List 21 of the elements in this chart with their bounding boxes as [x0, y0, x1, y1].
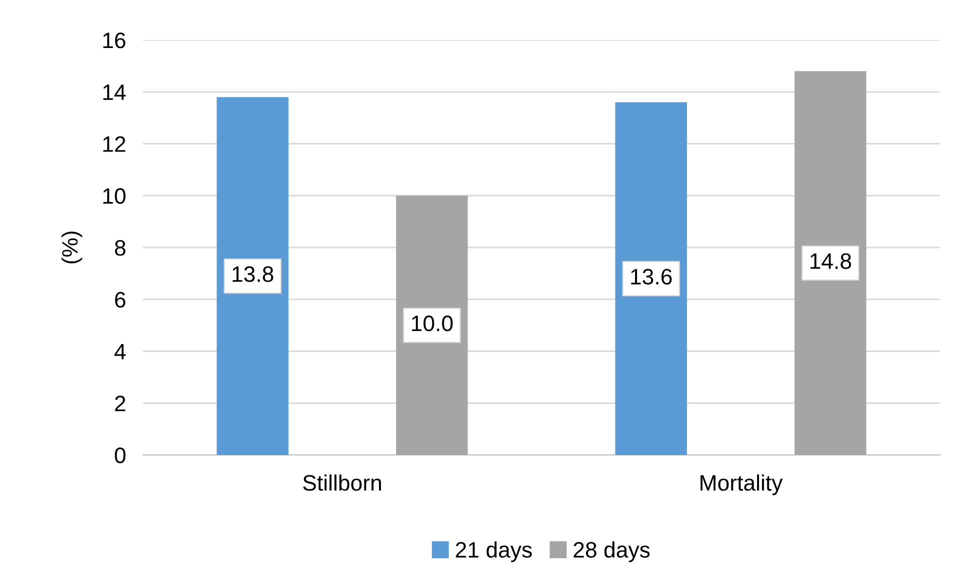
y-tick-label: 6	[115, 292, 126, 308]
x-tick-label: Stillborn	[303, 474, 381, 491]
data-label: 13.6	[631, 268, 672, 285]
y-axis-title: (%)	[61, 232, 82, 264]
y-tick-label: 14	[103, 84, 126, 100]
data-label: 14.8	[810, 253, 852, 270]
y-tick-label: 12	[103, 136, 126, 152]
legend-label: 21 days	[456, 541, 532, 562]
y-tick-label: 2	[115, 396, 126, 412]
y-tick-label: 10	[103, 188, 126, 204]
bar	[216, 97, 288, 455]
data-label: 10.0	[412, 316, 453, 332]
data-label: 13.8	[232, 266, 274, 282]
y-tick-label: 8	[114, 240, 126, 256]
x-tick-label: Mortality	[700, 474, 783, 496]
y-tick-label: 0	[114, 448, 126, 464]
bar	[615, 102, 687, 455]
y-tick-label: 16	[103, 32, 126, 48]
y-tick-label: 4	[114, 344, 126, 360]
legend-label: 28 days	[574, 541, 650, 562]
bar	[794, 71, 866, 455]
